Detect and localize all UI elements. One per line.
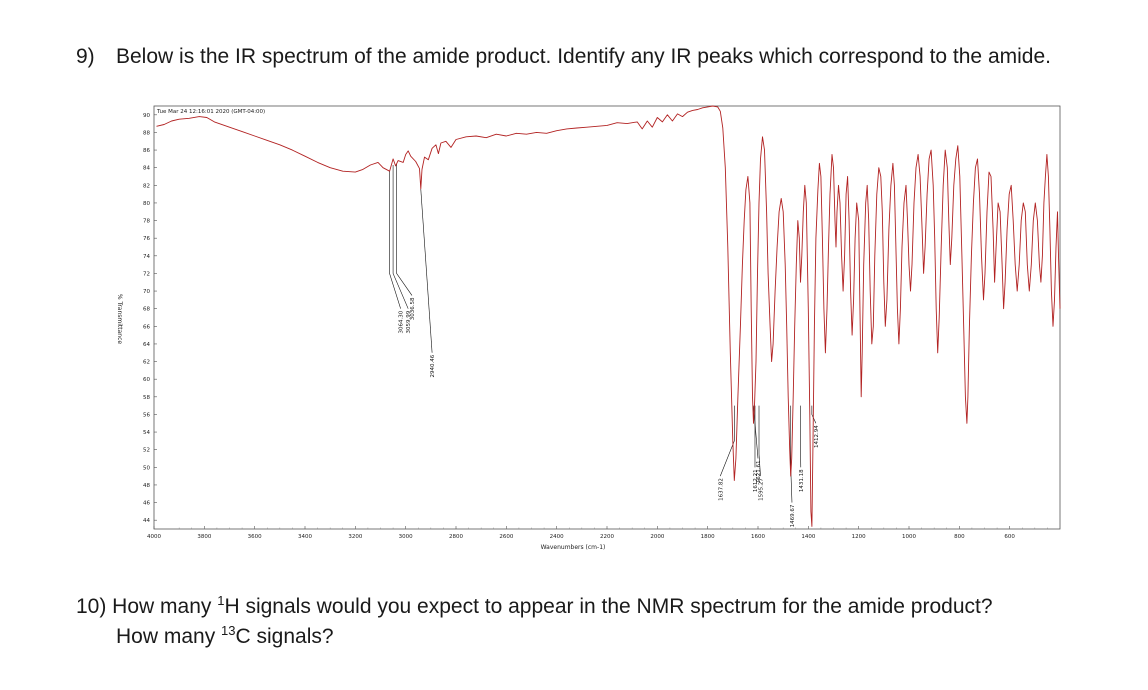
x-tick-label: 3400 (298, 534, 312, 540)
y-tick-label: 64 (143, 342, 150, 348)
question-9-number: 9) (76, 45, 95, 68)
y-tick-label: 50 (143, 465, 150, 471)
y-tick-label: 80 (143, 201, 150, 207)
x-tick-label: 2200 (600, 534, 614, 540)
peak-label: 1621.61 (756, 461, 762, 484)
peak-label: 2940.46 (430, 354, 436, 377)
x-tick-label: 800 (954, 534, 965, 540)
y-axis: 44 46 48 50 52 54 56 58 60 62 64 66 68 70 72 74 76 78 80 82… (143, 113, 157, 524)
y-tick-label: 46 (143, 501, 150, 507)
peak-label: 3064.30 (399, 310, 405, 333)
peak-label: 3036.58 (410, 297, 416, 320)
peak-label: 1612.21 (753, 469, 759, 492)
spectrum-line (156, 105, 1061, 527)
x-tick-label: 2600 (499, 534, 513, 540)
y-tick-label: 60 (143, 377, 150, 383)
question-10-line1-text: H signals would you expect to appear in … (224, 595, 993, 618)
y-tick-label: 66 (143, 324, 150, 330)
peak-label: 3059.99 (406, 310, 412, 333)
peak-leader-line (719, 405, 735, 477)
peak-leader-line (758, 405, 761, 477)
peak-leader-line (392, 165, 409, 309)
x-tick-label: 2800 (449, 534, 463, 540)
ir-spectrum-chart: Tue Mar 24 12:16:01 2020 (GMT-04:00) 444… (116, 105, 1061, 551)
x-tick-label: 1600 (751, 534, 765, 540)
y-tick-label: 62 (143, 360, 150, 366)
question-10-line2-text: C signals? (235, 625, 334, 648)
peak-label: 1469.67 (790, 504, 796, 527)
y-axis-title: % Transmittance (116, 294, 123, 344)
x-tick-label: 3000 (399, 534, 413, 540)
y-tick-label: 74 (143, 254, 150, 260)
peak-label: 1412.94 (814, 425, 820, 448)
x-axis: 4000 3800 3600 3400 3200 3000 2800 2600 2400 2200… (147, 526, 1048, 540)
x-tick-label: 1800 (701, 534, 715, 540)
x-tick-label: 600 (1004, 534, 1015, 540)
question-10-line1-prefix: 10) How many (76, 595, 218, 618)
y-tick-label: 52 (143, 448, 150, 454)
carbon-superscript: 13 (221, 623, 236, 638)
y-tick-label: 86 (143, 148, 150, 154)
peak-leader-line (811, 405, 817, 424)
question-10-line2-prefix: How many (116, 625, 222, 648)
y-tick-label: 58 (143, 395, 150, 401)
peak-label: 1595.27 (759, 478, 765, 501)
y-tick-label: 84 (143, 166, 150, 172)
y-tick-label: 72 (143, 271, 150, 277)
y-tick-label: 76 (143, 236, 150, 242)
question-9-text: Below is the IR spectrum of the amide pr… (116, 45, 1051, 68)
x-tick-label: 3200 (348, 534, 362, 540)
y-tick-label: 68 (143, 307, 150, 313)
x-tick-label: 2400 (550, 534, 564, 540)
x-tick-label: 1000 (902, 534, 916, 540)
y-tick-label: 90 (143, 113, 150, 119)
chart-timestamp: Tue Mar 24 12:16:01 2020 (GMT-04:00) (156, 109, 265, 115)
plot-area (153, 105, 1061, 530)
y-tick-label: 54 (143, 430, 150, 436)
y-tick-label: 44 (143, 518, 150, 524)
x-tick-label: 1400 (801, 534, 815, 540)
peak-label: 1431.18 (799, 469, 805, 492)
peak-leader-line (420, 188, 433, 353)
question-10: 10) How many 1H signals would you expect… (76, 592, 1116, 652)
peak-leader-line (389, 171, 401, 309)
x-tick-label: 2000 (650, 534, 664, 540)
peak-label: 1637.82 (718, 478, 724, 501)
y-tick-label: 82 (143, 183, 150, 189)
x-tick-label: 4000 (147, 534, 161, 540)
y-tick-label: 88 (143, 130, 150, 136)
x-axis-title: Wavenumbers (cm-1) (541, 544, 606, 551)
y-tick-label: 56 (143, 412, 150, 418)
proton-superscript: 1 (217, 593, 225, 608)
x-tick-label: 3800 (197, 534, 211, 540)
x-tick-label: 3600 (248, 534, 262, 540)
x-tick-label: 1200 (852, 534, 866, 540)
y-tick-label: 70 (143, 289, 150, 295)
peak-leader-line (396, 164, 413, 296)
y-tick-label: 78 (143, 219, 150, 225)
y-tick-label: 48 (143, 483, 150, 489)
